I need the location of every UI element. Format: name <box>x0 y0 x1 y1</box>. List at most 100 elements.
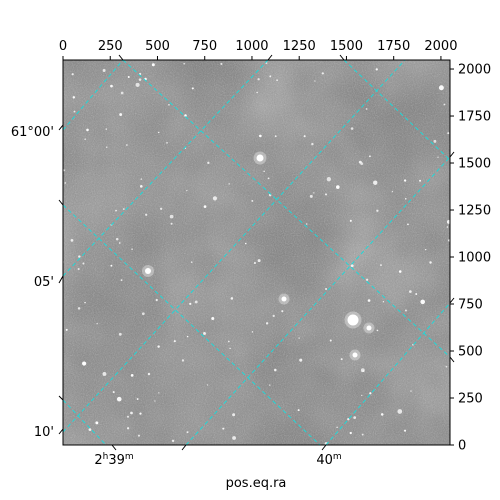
star <box>82 262 85 265</box>
x-tick-label: 750 <box>192 39 217 54</box>
star <box>71 73 74 76</box>
star <box>349 219 352 222</box>
star <box>281 310 284 313</box>
star <box>147 372 151 376</box>
star <box>415 293 418 296</box>
star <box>379 264 382 267</box>
star <box>276 79 278 81</box>
star <box>433 139 437 143</box>
y-tick-label: 250 <box>458 392 483 407</box>
y-tick-label: 1000 <box>458 251 491 266</box>
star <box>257 78 260 81</box>
star <box>136 398 139 400</box>
star <box>367 299 371 302</box>
star <box>397 409 403 414</box>
star <box>186 335 189 338</box>
star <box>232 413 236 417</box>
star <box>135 82 140 87</box>
star <box>375 68 378 71</box>
bright-star <box>352 352 358 358</box>
star <box>168 104 170 106</box>
star <box>116 396 122 402</box>
x-tick-label: 0 <box>59 39 67 54</box>
star <box>120 91 124 95</box>
star <box>256 91 258 94</box>
star <box>274 368 277 372</box>
star <box>130 411 133 415</box>
star <box>186 431 189 434</box>
star <box>429 261 432 264</box>
star <box>203 205 207 208</box>
star <box>130 373 134 377</box>
star <box>191 87 194 90</box>
plot-frame <box>62 59 451 446</box>
star <box>207 161 210 165</box>
star <box>84 138 87 140</box>
star <box>445 365 448 368</box>
star <box>138 78 142 81</box>
x-tick-label: 2000 <box>424 39 457 54</box>
bright-star <box>145 268 151 274</box>
star <box>267 177 270 180</box>
dec-tick-label: 10' <box>34 425 54 440</box>
star <box>443 103 446 106</box>
star <box>326 177 331 182</box>
star <box>407 223 409 226</box>
star <box>186 190 188 192</box>
star <box>269 75 272 78</box>
x-tick-label: 500 <box>145 39 170 54</box>
star <box>349 431 352 435</box>
y-tick-label: 2000 <box>458 63 491 78</box>
star <box>361 433 364 436</box>
star <box>230 297 234 300</box>
star <box>139 185 143 188</box>
star <box>125 144 128 146</box>
star <box>229 347 231 350</box>
x-tick-label: 1000 <box>235 39 268 54</box>
star <box>181 359 185 362</box>
star <box>369 392 372 395</box>
star <box>206 384 209 386</box>
star <box>360 162 364 165</box>
y-tick-label: 1250 <box>458 204 491 219</box>
bright-star <box>347 314 359 326</box>
star <box>88 428 92 432</box>
star <box>86 128 89 132</box>
star <box>340 358 343 361</box>
star <box>404 197 407 200</box>
star <box>347 418 350 421</box>
star <box>324 193 328 196</box>
star <box>157 345 160 348</box>
star <box>72 96 76 99</box>
star <box>368 155 371 158</box>
y-tick-label: 500 <box>458 345 483 360</box>
star <box>220 62 223 65</box>
star <box>305 223 308 225</box>
star <box>173 340 176 343</box>
grid-line <box>343 60 450 161</box>
star <box>353 416 357 420</box>
star <box>110 84 113 88</box>
grid-line <box>63 399 107 445</box>
star <box>64 182 67 184</box>
star <box>382 301 385 303</box>
star <box>211 316 215 320</box>
star <box>137 434 141 437</box>
star <box>350 264 354 268</box>
star <box>115 209 117 212</box>
star <box>380 413 384 416</box>
star <box>391 191 394 193</box>
star <box>228 183 230 185</box>
star <box>309 194 313 198</box>
star <box>119 113 123 116</box>
star <box>329 339 332 342</box>
star <box>299 358 303 362</box>
star <box>362 370 365 372</box>
star <box>155 298 158 302</box>
star <box>311 142 314 146</box>
star <box>194 300 198 304</box>
grid-line <box>63 60 406 433</box>
star <box>118 242 121 244</box>
star <box>70 238 74 242</box>
grid-line <box>63 60 269 277</box>
